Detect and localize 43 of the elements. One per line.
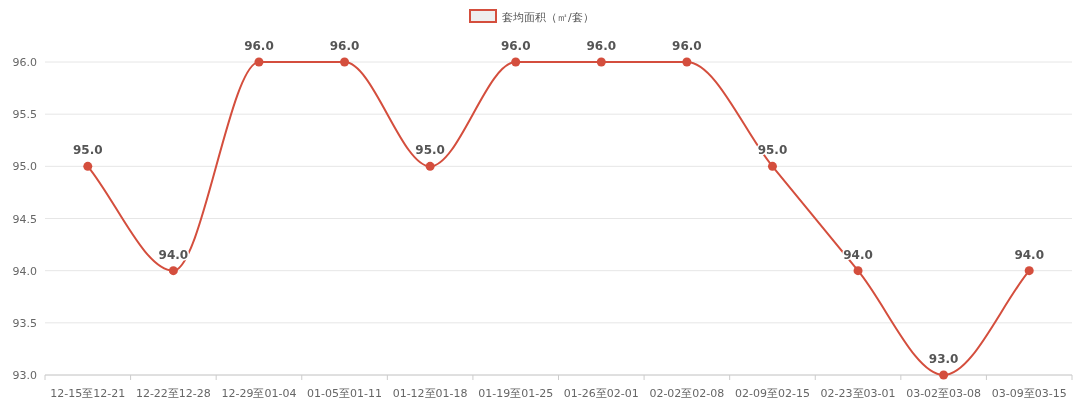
y-tick-label: 94.0 [12, 264, 37, 278]
x-tick-label: 02-23至03-01 [820, 387, 896, 400]
y-tick-label: 94.5 [12, 212, 37, 226]
x-tick-label: 02-02至02-08 [649, 387, 725, 400]
y-tick-label: 96.0 [12, 56, 37, 69]
x-tick-label: 12-22至12-28 [135, 387, 211, 400]
x-tick-label: 01-12至01-18 [392, 387, 468, 400]
point [767, 161, 777, 171]
legend-label: 套均面积（㎡/套） [502, 11, 594, 24]
x-tick-label: 01-26至02-01 [563, 387, 639, 400]
point [1024, 266, 1034, 276]
y-tick-label: 93.0 [12, 369, 37, 382]
data-label: 96.0 [244, 39, 274, 53]
data-label: 96.0 [329, 39, 360, 53]
point [340, 57, 350, 67]
x-tick-label: 03-09至03-15 [991, 387, 1067, 400]
y-tick-label: 95.0 [12, 160, 37, 174]
x-tick-label: 03-02至03-08 [906, 387, 982, 400]
data-label: 96.0 [586, 39, 617, 53]
y-tick-label: 95.5 [12, 108, 37, 122]
data-label: 94.0 [1014, 247, 1045, 262]
data-label: 95.0 [72, 143, 103, 158]
data-label: 94.0 [843, 247, 873, 262]
x-tick-label: 12-29至01-04 [221, 387, 297, 400]
x-tick-label: 12-15至12-21 [50, 387, 126, 400]
point [254, 57, 264, 67]
point [83, 161, 93, 171]
point [168, 266, 178, 276]
point [939, 370, 949, 380]
x-tick-label: 01-05至01-11 [307, 387, 383, 400]
data-label: 96.0 [500, 39, 531, 53]
point [853, 266, 863, 276]
point [511, 57, 521, 67]
x-tick-label: 02-09至02-15 [734, 387, 810, 400]
y-tick-label: 93.5 [12, 316, 37, 330]
data-label: 94.0 [158, 247, 189, 262]
data-label: 93.0 [928, 352, 959, 366]
point [425, 161, 435, 171]
data-label: 96.0 [672, 39, 702, 53]
point [596, 57, 606, 67]
point [682, 57, 692, 67]
data-label: 95.0 [415, 143, 445, 158]
x-tick-label: 01-19至01-25 [478, 387, 554, 400]
